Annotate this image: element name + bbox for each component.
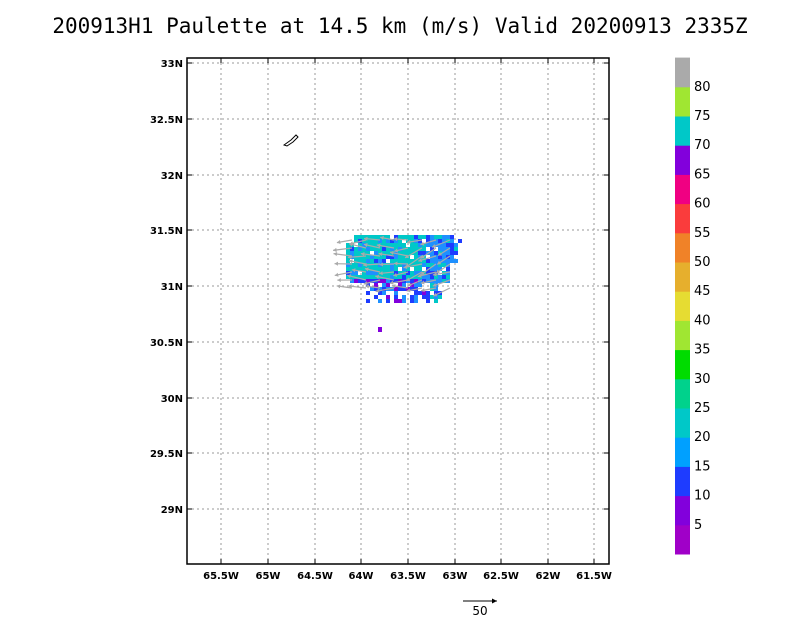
lat-tick-label: 31N	[161, 282, 183, 293]
colorbar-swatch	[675, 232, 690, 263]
colorbar-label: 20	[694, 430, 711, 445]
colorbar-label: 10	[694, 489, 711, 504]
colorbar-label: 15	[694, 459, 711, 474]
colorbar-label: 45	[694, 284, 711, 299]
colorbar-swatch	[675, 86, 690, 117]
colorbar-label: 70	[694, 138, 711, 153]
lon-tick-label: 62.5W	[483, 571, 519, 582]
colorbar-label: 75	[694, 109, 711, 124]
lat-tick-label: 33N	[161, 59, 183, 70]
lon-tick-label: 65.5W	[203, 571, 239, 582]
lat-tick-label: 29N	[161, 505, 183, 516]
lat-tick-label: 32N	[161, 171, 183, 182]
lon-tick-label: 63.5W	[390, 571, 426, 582]
colorbar-label: 25	[694, 401, 711, 416]
colorbar-label: 60	[694, 197, 711, 212]
map-frame	[186, 57, 610, 565]
isolated-wind-pixel	[378, 327, 382, 332]
lon-tick-label: 63W	[443, 571, 468, 582]
lon-tick-label: 64W	[349, 571, 374, 582]
colorbar-label: 65	[694, 167, 711, 182]
colorbar-swatch	[675, 524, 690, 555]
lat-tick-label: 30N	[161, 394, 183, 405]
colorbar-swatch	[675, 437, 690, 467]
lon-tick-label: 64.5W	[297, 571, 333, 582]
lon-tick-label: 62W	[536, 571, 561, 582]
colorbar-swatch	[675, 203, 690, 234]
wind-vectors	[333, 235, 451, 297]
colorbar-swatch	[675, 320, 690, 351]
colorbar-label: 50	[694, 255, 711, 270]
colorbar-label: 35	[694, 343, 711, 358]
colorbar-swatch	[675, 174, 690, 205]
colorbar-label: 5	[694, 518, 702, 533]
colorbar-swatch	[675, 378, 690, 409]
colorbar-label: 55	[694, 226, 711, 241]
lat-tick-label: 29.5N	[150, 449, 183, 460]
reference-vector-label: 50	[472, 604, 487, 618]
colorbar-swatch	[675, 495, 690, 526]
colorbar-label: 40	[694, 313, 711, 328]
colorbar-swatch	[675, 262, 690, 292]
latitude-ticks: 33N 32.5N 32N 31.5N 31N 30.5N 30N 29.5N 29N	[150, 59, 609, 516]
lon-tick-label: 61.5W	[576, 571, 612, 582]
lat-tick-label: 31.5N	[150, 226, 183, 237]
colorbar-swatch	[675, 408, 690, 438]
colorbar: 5 10 15 20 25 30 35 40 45 50 55 60 65 70 75 80	[675, 57, 711, 555]
lat-tick-label: 32.5N	[150, 115, 183, 126]
colorbar-swatch	[675, 291, 690, 321]
colorbar-swatch	[675, 116, 690, 146]
map-title: 200913H1 Paulette at 14.5 km (m/s) Valid…	[52, 14, 748, 38]
colorbar-swatch	[675, 145, 690, 175]
colorbar-label: 30	[694, 372, 711, 387]
longitude-ticks: 65.5W 65W 64.5W 64W 63.5W 63W 62.5W 62W 61.5W	[203, 58, 612, 582]
colorbar-swatch	[675, 57, 690, 88]
reference-vector: 50	[463, 598, 497, 618]
colorbar-label: 80	[694, 80, 711, 95]
colorbar-swatch	[675, 349, 690, 380]
map-gridlines	[187, 58, 609, 564]
bermuda-outline-icon	[282, 134, 299, 147]
lon-tick-label: 65W	[256, 571, 281, 582]
colorbar-swatch	[675, 466, 690, 497]
lat-tick-label: 30.5N	[150, 338, 183, 349]
